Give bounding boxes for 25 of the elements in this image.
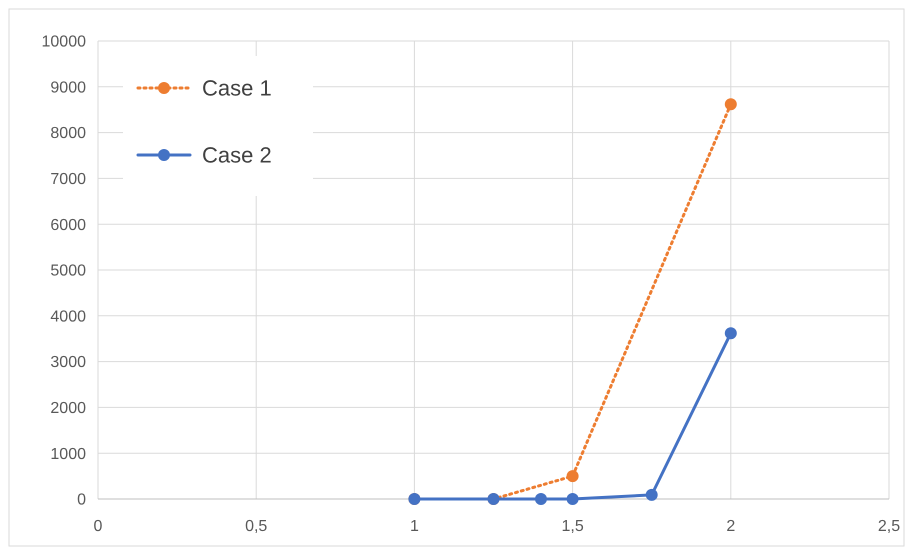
y-tick-label: 6000 <box>50 216 86 234</box>
point <box>534 493 547 505</box>
y-tick-label: 7000 <box>50 171 86 188</box>
x-tick-label: 1,5 <box>561 518 584 535</box>
x-tick-label: 0,5 <box>245 518 268 535</box>
y-tick-label: 3000 <box>50 354 86 372</box>
x-tick-label: 0 <box>94 518 103 535</box>
point <box>646 488 658 501</box>
y-tick-label: 1000 <box>50 446 86 463</box>
y-tick-label: 8000 <box>50 125 86 142</box>
point <box>724 98 737 110</box>
legend-label: Case 2 <box>202 142 272 168</box>
y-tick-label: 9000 <box>50 79 86 96</box>
y-tick-label: 2000 <box>50 400 86 417</box>
legend-label: Case 1 <box>202 76 272 101</box>
point <box>566 493 579 505</box>
point <box>566 470 579 482</box>
x-tick-label: 2,5 <box>878 518 900 535</box>
x-tick-label: 1 <box>410 518 419 535</box>
y-tick-label: 4000 <box>50 308 86 326</box>
point <box>724 327 737 340</box>
y-tick-label: 10000 <box>42 34 86 51</box>
x-tick-label: 2 <box>726 518 736 535</box>
y-tick-label: 0 <box>77 492 86 509</box>
y-tick-label: 5000 <box>50 262 86 280</box>
